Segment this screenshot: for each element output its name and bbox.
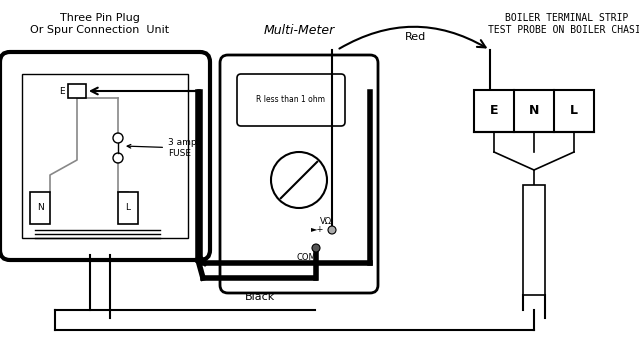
Circle shape — [312, 244, 320, 252]
Text: E: E — [489, 104, 498, 118]
Bar — [523, 185, 545, 295]
Text: COM: COM — [296, 253, 316, 262]
Bar — [118, 192, 138, 224]
Text: R less than 1 ohm: R less than 1 ohm — [256, 95, 325, 104]
Text: 3 amp
FUSE: 3 amp FUSE — [127, 138, 197, 158]
Bar — [22, 74, 188, 238]
Text: E: E — [59, 87, 65, 95]
Circle shape — [328, 226, 336, 234]
Text: Three Pin Plug: Three Pin Plug — [60, 13, 140, 23]
Text: Red: Red — [404, 32, 426, 42]
Text: ►+: ►+ — [311, 225, 325, 235]
Text: Or Spur Connection  Unit: Or Spur Connection Unit — [31, 25, 169, 35]
Text: L: L — [570, 104, 578, 118]
Bar — [68, 84, 86, 98]
Text: N: N — [36, 203, 43, 213]
Bar — [474, 90, 594, 132]
Text: VΩ: VΩ — [320, 218, 332, 226]
Text: Black: Black — [245, 292, 275, 302]
Text: TEST PROBE ON BOILER CHASIS: TEST PROBE ON BOILER CHASIS — [488, 25, 639, 35]
Bar — [30, 192, 50, 224]
Text: BOILER TERMINAL STRIP: BOILER TERMINAL STRIP — [505, 13, 629, 23]
Text: N: N — [529, 104, 539, 118]
Text: Multi-Meter: Multi-Meter — [263, 23, 335, 37]
Text: L: L — [125, 203, 130, 213]
